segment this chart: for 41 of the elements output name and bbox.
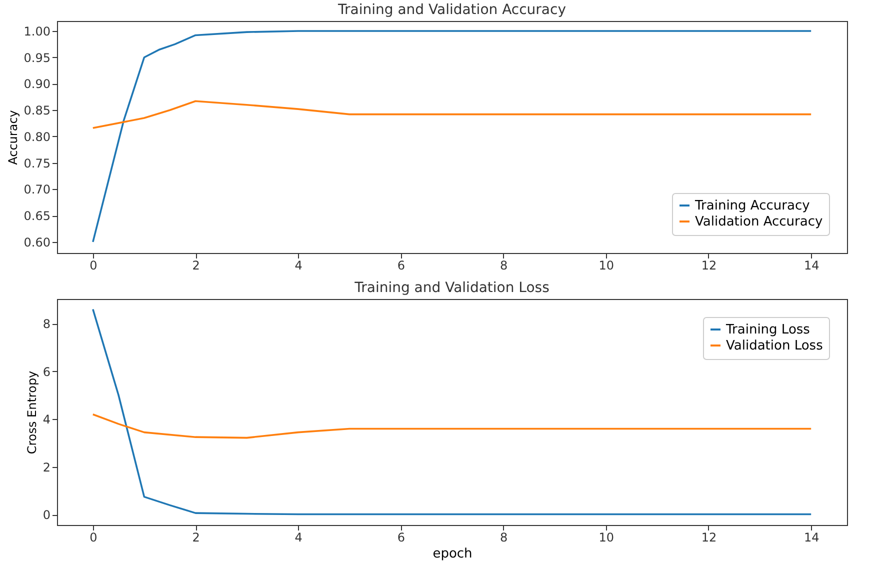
x-tick-label: 6 [397,258,406,272]
x-tick-label: 0 [90,530,98,544]
y-axis-title: Cross Entropy [24,370,39,454]
x-tick-label: 12 [701,530,717,544]
legend-label: Training Accuracy [694,198,810,214]
legend-label: Training Loss [725,322,810,338]
x-tick-label: 10 [598,530,614,544]
x-tick-label: 4 [294,530,302,544]
y-tick-label: 0.65 [24,209,50,224]
x-tick-label: 0 [90,258,98,272]
chart-title: Training and Validation Loss [354,280,550,296]
y-tick-label: 0.75 [24,156,50,170]
legend-label: Validation Accuracy [695,214,823,230]
x-tick-label: 2 [192,258,200,272]
y-tick-label: 0.70 [24,182,50,197]
chart-title: Training and Validation Accuracy [337,2,566,18]
y-tick-label: 4 [42,412,50,427]
y-tick-label: 0.80 [24,130,50,144]
x-tick-label: 2 [192,530,200,544]
x-axis-title: epoch [432,546,472,562]
x-tick-label: 4 [294,258,302,272]
x-tick-label: 10 [598,258,614,272]
line-series [92,100,812,129]
x-tick-label: 14 [804,258,820,272]
x-tick-label: 8 [500,530,508,544]
legend-label: Validation Loss [726,338,824,354]
x-tick-label: 12 [701,258,717,272]
y-tick-label: 8 [42,317,50,332]
y-tick-label: 0.60 [24,235,50,250]
x-tick-label: 6 [397,530,406,544]
y-tick-label: 2 [42,460,50,474]
y-axis-title: Accuracy [6,110,20,165]
y-tick-label: 0.95 [24,50,50,65]
y-tick-label: 0.85 [24,104,50,118]
y-tick-label: 1.00 [24,24,50,39]
line-series [92,413,812,439]
x-tick-label: 8 [500,258,508,272]
x-tick-label: 14 [804,530,820,544]
y-tick-label: 0 [42,508,50,522]
y-tick-label: 0.90 [24,77,50,92]
y-tick-label: 6 [42,364,50,379]
